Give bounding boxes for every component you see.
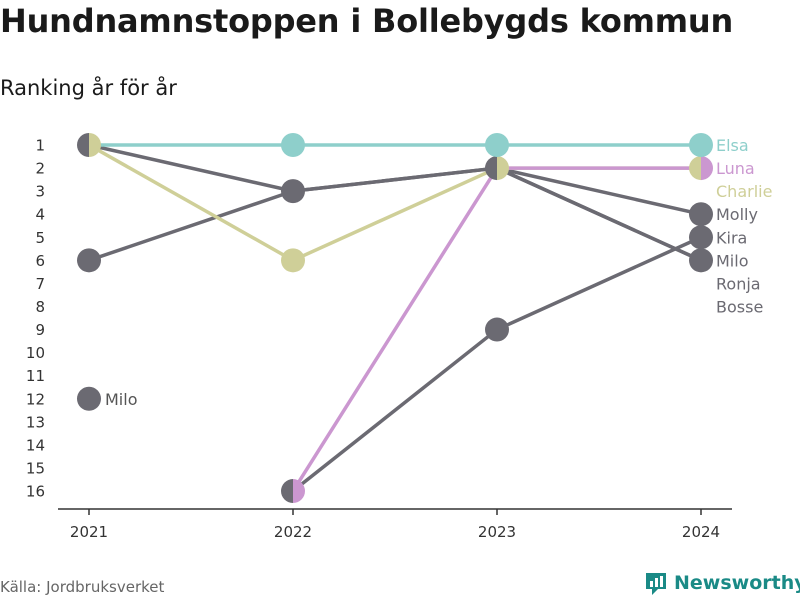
- series-label-ronja: Ronja: [716, 274, 761, 293]
- series-line-ronja: [495, 166, 703, 263]
- series-label-kira: Kira: [716, 228, 747, 247]
- brand-logo: Newsworthy: [644, 570, 800, 596]
- y-tick-label: 5: [35, 229, 45, 247]
- y-tick-label: 11: [26, 367, 45, 385]
- y-tick-label: 9: [35, 321, 45, 339]
- data-point-bosse-ronja-molly-charlie-luna-left: [485, 156, 497, 181]
- series-line-kira: [495, 235, 703, 332]
- data-point-elsa: [281, 133, 305, 157]
- y-tick-label: 15: [26, 459, 45, 477]
- data-point-charlie: [281, 248, 305, 273]
- y-tick-label: 8: [35, 298, 45, 316]
- x-tick-label: 2022: [274, 523, 312, 541]
- data-point-charlie-luna-left: [689, 156, 701, 181]
- data-point-ronja-charlie-elsa-left: [77, 133, 89, 157]
- series-label-bosse: Bosse: [716, 297, 763, 316]
- series-line-bosse: [87, 189, 295, 263]
- data-point-bosse-ronja-milo: [689, 248, 713, 273]
- y-tick-label: 1: [35, 137, 45, 155]
- data-point-charlie-luna-right: [701, 156, 713, 181]
- data-point-bosse: [77, 248, 101, 273]
- source-note: Källa: Jordbruksverket: [0, 578, 165, 596]
- data-point-elsa: [689, 133, 713, 157]
- annotation-label-milo: Milo: [105, 390, 137, 409]
- series-line-charlie: [291, 166, 499, 263]
- y-tick-label: 13: [26, 413, 45, 431]
- series-label-charlie: Charlie: [716, 182, 772, 201]
- data-point-bosse-ronja: [281, 179, 305, 204]
- data-point-kira-luna-left: [281, 479, 293, 504]
- x-tick-label: 2021: [70, 523, 108, 541]
- labels-layer: Elsa Luna Charlie Molly Kira Milo Ronja Bosse Mi…: [105, 136, 772, 409]
- data-point-milo: [77, 386, 101, 411]
- y-tick-label: 7: [35, 275, 45, 293]
- data-point-kira: [485, 317, 509, 342]
- series-line-ronja: [87, 143, 295, 193]
- x-tick-label: 2023: [478, 523, 516, 541]
- series-label-elsa: Elsa: [716, 136, 749, 155]
- series-line-ronja: [291, 166, 499, 193]
- data-point-kira: [689, 225, 713, 250]
- newsworthy-icon: [646, 573, 666, 595]
- y-tick-label: 10: [26, 344, 45, 362]
- data-point-ronja-charlie-elsa-right: [89, 133, 101, 157]
- series-label-molly: Molly: [716, 205, 758, 224]
- points-layer: [77, 133, 713, 504]
- data-point-kira-luna-right: [293, 479, 305, 504]
- series-line-kira: [291, 327, 499, 493]
- x-tick-label: 2024: [682, 523, 720, 541]
- data-point-molly: [689, 202, 713, 227]
- y-tick-label: 2: [35, 160, 45, 178]
- y-tick-label: 16: [26, 483, 45, 501]
- brand-name: Newsworthy: [674, 572, 800, 594]
- series-label-luna: Luna: [716, 159, 755, 178]
- chart-subtitle: Ranking år för år: [0, 76, 177, 100]
- y-tick-label: 3: [35, 183, 45, 201]
- data-point-elsa: [485, 133, 509, 157]
- y-tick-label: 4: [35, 206, 45, 224]
- data-point-bosse-ronja-molly-charlie-luna-right: [497, 156, 509, 181]
- series-line-charlie: [87, 143, 295, 263]
- series-label-milo: Milo: [716, 251, 748, 270]
- y-tick-label: 14: [26, 436, 45, 454]
- series-line-molly: [495, 166, 703, 216]
- lines-layer: [87, 143, 703, 493]
- y-tick-label: 6: [35, 252, 45, 270]
- chart-title: Hundnamnstoppen i Bollebygds kommun: [0, 2, 734, 40]
- y-tick-label: 12: [26, 390, 45, 408]
- series-line-luna: [291, 166, 499, 493]
